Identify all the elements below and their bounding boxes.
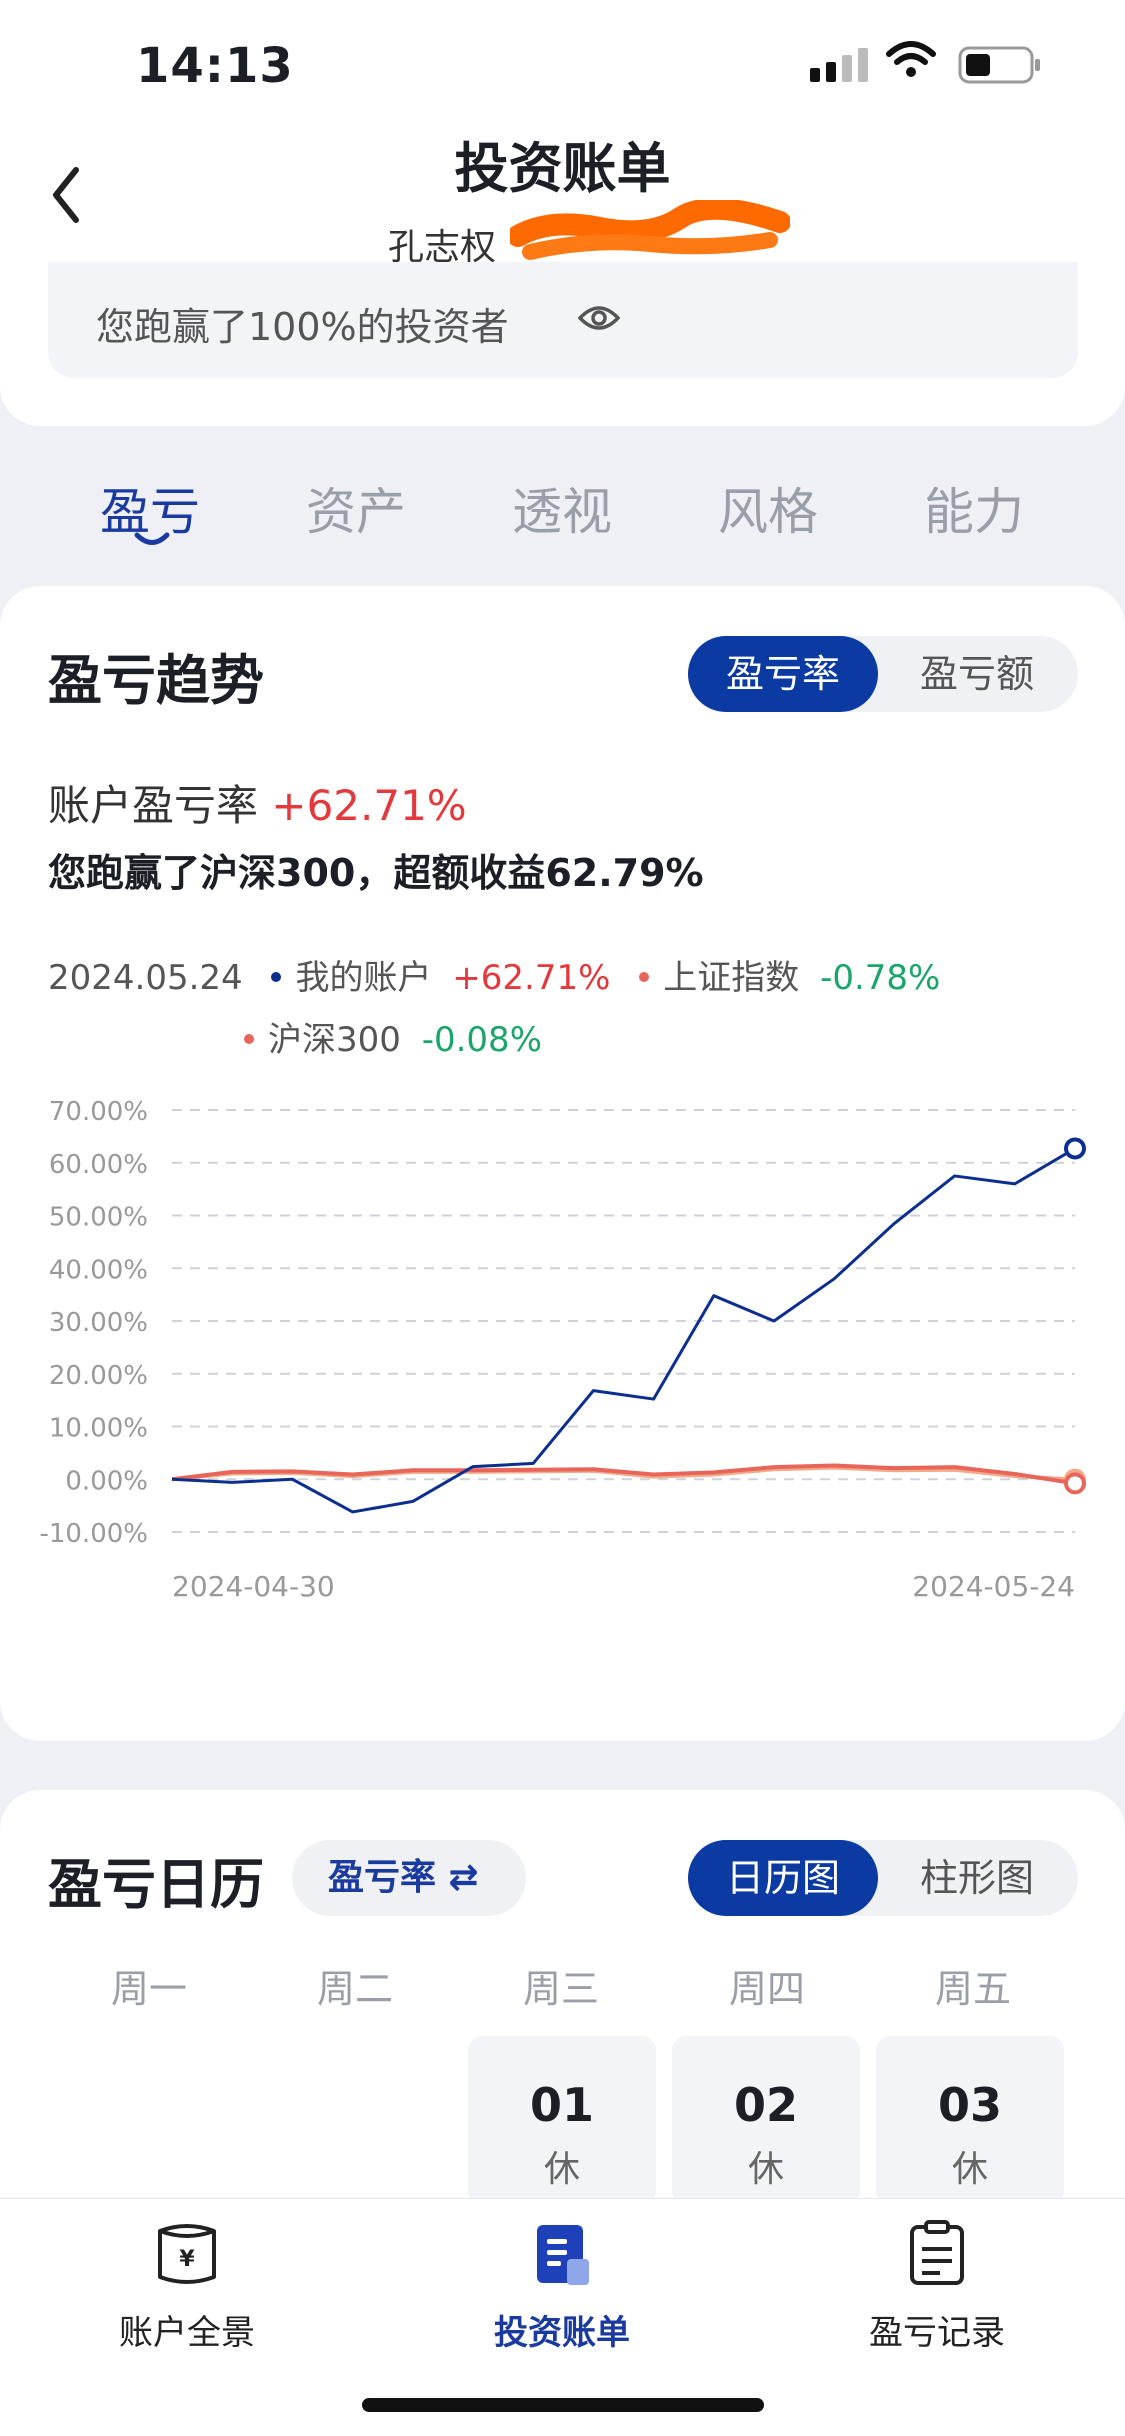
nav-label-bill: 投资账单	[494, 2313, 630, 2353]
calendar-day-cell[interactable]: 01 休	[468, 2036, 656, 2206]
calendar-day-cell[interactable]: 03 休	[876, 2036, 1064, 2206]
battery-icon	[958, 46, 1040, 84]
legend-name-sse: 上证指数	[663, 958, 800, 998]
calendar-title: 盈亏日历	[48, 1853, 264, 1916]
tab-ability[interactable]: 能力	[924, 483, 1024, 541]
y-tick-label: 70.00%	[49, 1097, 148, 1127]
tab-profit-loss[interactable]: 盈亏	[100, 483, 200, 541]
weekday-mon: 周一	[110, 1967, 187, 2011]
account-rate-label: 账户盈亏率	[48, 781, 259, 830]
clipboard-icon	[910, 2220, 964, 2285]
y-tick-label: 40.00%	[49, 1255, 148, 1285]
day-status: 休	[747, 2149, 784, 2190]
nav-account-overview[interactable]: ¥ 账户全景	[47, 2219, 327, 2354]
beat-investors-banner: 您跑赢了100%的投资者	[48, 262, 1078, 378]
series-line	[171, 1147, 1076, 1514]
weekday-tue: 周二	[316, 1967, 393, 2011]
day-number: 01	[529, 2078, 594, 2132]
legend-value-csi300: -0.08%	[421, 1020, 542, 1060]
nav-profit-records[interactable]: 盈亏记录	[797, 2219, 1077, 2354]
day-status: 休	[951, 2149, 988, 2190]
status-time: 14:13	[136, 38, 294, 94]
legend-name-csi300: 沪深300	[268, 1020, 401, 1060]
y-tick-label: 30.00%	[49, 1308, 148, 1338]
profit-trend-chart[interactable]: 70.00% 60.00% 50.00% 40.00% 30.00% 20.00% 10.0…	[0, 1096, 1125, 1696]
day-number: 02	[733, 2078, 798, 2132]
chart-legend-row1: 2024.05.24 我的账户 +62.71% 上证指数 -0.78%	[48, 950, 940, 999]
page-title: 投资账单	[454, 137, 671, 200]
profit-trend-card: 盈亏趋势 盈亏率 盈亏额 账户盈亏率 +62.71% 您跑赢了沪深300，超额收…	[0, 586, 1125, 1741]
nav-label-overview: 账户全景	[119, 2313, 255, 2353]
series-end-point	[1064, 1472, 1086, 1495]
weekday-wed: 周三	[522, 1967, 599, 2011]
nav-label-records: 盈亏记录	[869, 2313, 1005, 2353]
redaction-scribble	[510, 200, 790, 260]
account-rate-line: 账户盈亏率 +62.71%	[48, 772, 467, 833]
legend-value-sse: -0.78%	[820, 958, 941, 998]
wifi-icon	[886, 41, 936, 77]
account-name: 孔志权	[388, 227, 497, 268]
series-end-point	[1064, 1137, 1086, 1160]
weekday-fri: 周五	[934, 1967, 1011, 2011]
legend-dot-account	[271, 971, 282, 982]
y-tick-label: 20.00%	[49, 1361, 148, 1391]
toggle-bar-button[interactable]: 柱形图	[919, 1856, 1034, 1900]
y-tick-label: 0.00%	[65, 1466, 148, 1496]
legend-dot-csi300	[244, 1033, 254, 1044]
legend-dot-sse	[639, 971, 650, 982]
beat-investors-text: 您跑赢了100%的投资者	[96, 305, 509, 349]
tab-assets[interactable]: 资产	[306, 483, 406, 541]
trend-title: 盈亏趋势	[48, 649, 264, 712]
toggle-amount-button[interactable]: 盈亏额	[919, 652, 1034, 696]
x-start-label: 2024-04-30	[172, 1570, 335, 1603]
x-end-label: 2024-05-24	[912, 1570, 1075, 1603]
chart-legend-row2: 沪深300 -0.08%	[244, 1012, 542, 1061]
cellular-signal-icon	[810, 48, 868, 82]
tab-style[interactable]: 风格	[718, 483, 818, 541]
tab-perspective[interactable]: 透视	[512, 483, 612, 541]
calendar-day-cell[interactable]: 02 休	[672, 2036, 860, 2206]
bill-icon	[537, 2225, 589, 2285]
home-indicator	[362, 2398, 764, 2412]
series-line	[171, 1463, 1076, 1486]
eye-icon[interactable]	[578, 298, 620, 338]
legend-name-account: 我的账户	[295, 958, 432, 998]
calendar-mode-switch[interactable]: 盈亏率 ⇄	[292, 1840, 526, 1916]
legend-value-account: +62.71%	[452, 958, 611, 998]
y-tick-label: 10.00%	[49, 1414, 148, 1444]
excess-return-text: 您跑赢了沪深300，超额收益62.79%	[48, 851, 704, 895]
day-number: 03	[937, 2078, 1002, 2132]
back-chevron-icon[interactable]	[44, 160, 104, 230]
day-status: 休	[543, 2149, 580, 2190]
legend-date: 2024.05.24	[48, 958, 243, 998]
toggle-rate-button[interactable]: 盈亏率	[688, 636, 878, 712]
y-tick-label: -10.00%	[39, 1519, 148, 1549]
svg-text:¥: ¥	[179, 2247, 195, 2272]
y-tick-label: 60.00%	[49, 1150, 148, 1180]
category-tabs: 盈亏 资产 透视 风格 能力	[0, 462, 1125, 562]
toggle-calendar-button[interactable]: 日历图	[688, 1840, 878, 1916]
weekday-thu: 周四	[728, 1967, 805, 2011]
active-tab-indicator	[134, 532, 170, 545]
nav-investment-bill[interactable]: 投资账单	[422, 2219, 702, 2354]
account-rate-value: +62.71%	[271, 781, 467, 830]
calendar-view-toggle: 日历图 柱形图	[688, 1840, 1078, 1916]
trend-metric-toggle: 盈亏率 盈亏额	[688, 636, 1078, 712]
bottom-navigation: ¥ 账户全景 投资账单 盈亏记录	[0, 2198, 1125, 2436]
wallet-icon: ¥	[158, 2224, 216, 2284]
y-tick-label: 50.00%	[49, 1203, 148, 1233]
